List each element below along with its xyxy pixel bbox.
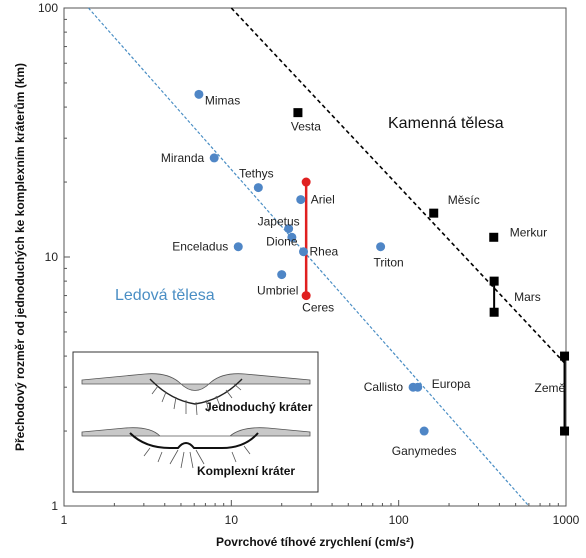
data-point <box>296 195 306 205</box>
data-point <box>253 183 263 193</box>
y-tick-label: 100 <box>38 1 58 15</box>
trendlines <box>88 7 567 507</box>
x-axis-label: Povrchové tíhové zrychlení (cm/s²) <box>216 535 414 549</box>
simple-crater-diagram: Jednoduchý kráter <box>81 373 313 416</box>
icy-group-label: Ledová tělesa <box>115 287 215 304</box>
point-label: Vesta <box>291 120 321 134</box>
point-label: Europa <box>432 377 471 391</box>
data-point <box>277 270 287 280</box>
x-tick-label: 1000 <box>553 513 580 527</box>
point-label: Rhea <box>310 245 339 259</box>
x-tick-label: 100 <box>389 513 409 527</box>
data-point <box>413 382 423 392</box>
data-point <box>376 242 386 252</box>
point-label: Japetus <box>258 215 300 229</box>
complex-crater-label: Komplexní kráter <box>197 464 295 478</box>
data-point <box>299 247 309 257</box>
point-label: Callisto <box>364 380 404 394</box>
data-point <box>194 89 204 99</box>
data-point <box>284 224 294 234</box>
data-point <box>560 351 570 361</box>
point-label: Miranda <box>161 151 205 165</box>
point-label: Tethys <box>239 167 274 181</box>
point-label: Ganymedes <box>392 444 457 458</box>
inset-frame <box>72 351 319 493</box>
data-point <box>233 242 243 252</box>
point-label: Mimas <box>205 93 240 107</box>
point-labels: Mimas Miranda Tethys Ariel Japetus Dione Encel… <box>161 93 566 458</box>
data-points <box>194 89 570 436</box>
data-point <box>419 426 429 436</box>
y-tick-label: 10 <box>45 250 59 264</box>
point-label: Dione <box>266 234 298 248</box>
crater-inset: Jednoduchý kráter Komplexní kráter <box>72 351 319 493</box>
rocky-trend-line <box>230 7 567 366</box>
data-point <box>489 276 499 286</box>
point-label: Enceladus <box>172 240 228 254</box>
data-point <box>560 426 570 436</box>
data-point <box>209 153 219 163</box>
rocky-group-label: Kamenná tělesa <box>388 115 504 132</box>
point-label: Země <box>535 381 566 395</box>
data-point <box>301 177 311 187</box>
y-tick-label: 1 <box>51 499 58 513</box>
simple-crater-label: Jednoduchý kráter <box>205 400 313 414</box>
data-point <box>489 232 499 242</box>
data-point <box>301 291 311 301</box>
range-bars <box>304 182 566 432</box>
axis-ticks: 1 10 100 1000 1 10 100 <box>38 1 580 527</box>
point-label: Ariel <box>311 193 335 207</box>
point-label: Mars <box>514 290 541 304</box>
data-point <box>287 232 297 242</box>
x-tick-label: 10 <box>225 513 239 527</box>
data-point <box>429 208 439 218</box>
point-label: Merkur <box>510 225 547 239</box>
x-tick-label: 1 <box>61 513 68 527</box>
data-point <box>293 108 303 118</box>
point-label: Ceres <box>302 301 334 315</box>
data-point <box>489 307 499 317</box>
point-label: Triton <box>373 256 403 270</box>
icy-trend-line <box>88 7 530 507</box>
point-label: Umbriel <box>257 284 298 298</box>
complex-crater-diagram: Komplexní kráter <box>81 427 311 478</box>
y-axis-label: Přechodový rozměr od jednoduchých ke kom… <box>13 63 27 451</box>
point-label: Měsíc <box>448 193 480 207</box>
